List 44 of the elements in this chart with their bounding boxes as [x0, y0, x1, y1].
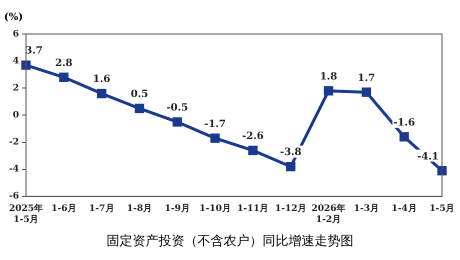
point	[437, 166, 447, 176]
x-tick-label: 1-5月	[429, 203, 455, 214]
y-tick-label: -6	[9, 192, 19, 202]
data-label: 2.8	[55, 58, 73, 69]
point	[134, 104, 144, 114]
point	[248, 146, 258, 156]
point	[324, 86, 334, 96]
y-tick-label: 4	[12, 56, 19, 66]
y-tick-label: -2	[9, 138, 19, 148]
x-tick-label: 1-11月	[237, 203, 269, 214]
data-label: -3.8	[280, 147, 302, 158]
x-tick-label: 1-6月	[51, 203, 76, 214]
data-label: -2.6	[242, 130, 264, 142]
data-label: -0.5	[166, 102, 188, 114]
point	[286, 162, 296, 172]
x-tick-label: 1-10月	[199, 203, 231, 214]
point	[210, 134, 220, 143]
y-tick-label: 0	[12, 110, 19, 121]
x-tick-label: 1-4月	[392, 203, 417, 214]
point	[400, 132, 409, 142]
x-tick-label: 1-8月	[126, 203, 152, 214]
data-label: 1.6	[92, 74, 110, 86]
y-tick-label: 2	[12, 83, 19, 94]
x-tick-label: 1-3月	[354, 203, 379, 214]
x-tick-label: 1-12月	[274, 203, 306, 214]
point	[21, 60, 31, 70]
data-label: 1.7	[358, 72, 376, 84]
x-tick-label: 2026年 1-2月	[312, 203, 346, 225]
data-label: 1.8	[320, 71, 338, 82]
point	[96, 88, 106, 98]
x-tick-label: 1-9月	[164, 203, 190, 214]
x-tick-label: 2025年 1-5月	[8, 203, 44, 225]
point	[172, 117, 182, 127]
y-tick-label: -4	[9, 164, 19, 175]
data-label: -1.7	[204, 118, 226, 130]
point	[362, 88, 372, 97]
data-label: -4.1	[417, 151, 439, 162]
data-label: -1.6	[393, 117, 415, 128]
x-tick-label: 1-7月	[89, 203, 114, 214]
y-tick-label: 6	[12, 29, 19, 40]
text: 固定资产投资（不含农户）同比增速走势图	[106, 233, 354, 250]
y-axis-title: (%)	[4, 12, 23, 23]
data-label: 0.5	[130, 89, 148, 100]
point	[59, 72, 68, 82]
